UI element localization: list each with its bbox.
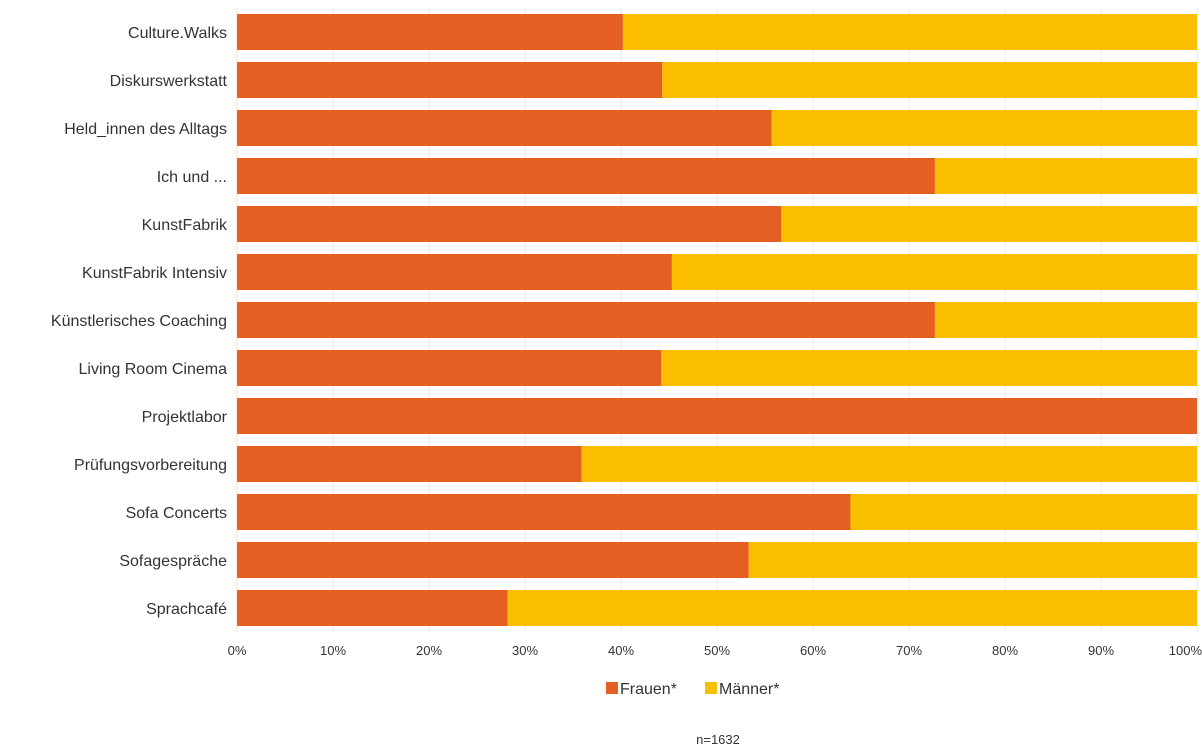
x-tick-label-3: 30% xyxy=(512,643,538,658)
bar-held-innen-des-alltags-maenner xyxy=(771,110,1197,146)
bar-culture-walks-frauen xyxy=(237,14,623,50)
x-tick-label-8: 80% xyxy=(992,643,1018,658)
bar-held-innen-des-alltags-frauen xyxy=(237,110,772,146)
category-label-held-innen-des-alltags: Held_innen des Alltags xyxy=(64,121,227,138)
x-tick-label-10: 100% xyxy=(1169,643,1202,658)
bar-diskurswerkstatt-frauen xyxy=(237,62,663,98)
category-label-projektlabor: Projektlabor xyxy=(142,409,228,426)
bar-k-nstlerisches-coaching-frauen xyxy=(237,302,935,338)
category-label-culture-walks: Culture.Walks xyxy=(128,25,227,42)
category-label-sofagespr-che: Sofagespräche xyxy=(119,553,227,570)
bar-living-room-cinema-maenner xyxy=(661,350,1197,386)
legend-label-maenner: Männer* xyxy=(719,681,779,698)
bar-kunstfabrik-intensiv-maenner xyxy=(671,254,1197,290)
bar-living-room-cinema-frauen xyxy=(237,350,662,386)
x-axis-ticks: 0% 10% 20% 30% 40% 50% 60% 70% 80% 90% 100% xyxy=(228,643,1202,658)
legend-swatch-frauen xyxy=(606,682,618,694)
x-tick-label-0: 0% xyxy=(228,643,247,658)
legend-swatch-maenner xyxy=(705,682,717,694)
category-label-kunstfabrik: KunstFabrik xyxy=(142,217,228,234)
category-label-living-room-cinema: Living Room Cinema xyxy=(78,361,227,378)
legend-label-frauen: Frauen* xyxy=(620,681,677,698)
bar-sprachcaf-frauen xyxy=(237,590,508,626)
bar-sofagespr-che-frauen xyxy=(237,542,749,578)
bar-kunstfabrik-intensiv-frauen xyxy=(237,254,672,290)
bar-ich-und-frauen xyxy=(237,158,935,194)
bar-sofa-concerts-frauen xyxy=(237,494,851,530)
bar-sofagespr-che-maenner xyxy=(748,542,1197,578)
category-label-pr-fungsvorbereitung: Prüfungsvorbereitung xyxy=(74,457,227,474)
bar-pr-fungsvorbereitung-frauen xyxy=(237,446,582,482)
bar-kunstfabrik-frauen xyxy=(237,206,782,242)
bar-ich-und-maenner xyxy=(934,158,1197,194)
x-tick-label-2: 20% xyxy=(416,643,442,658)
bar-projektlabor-frauen xyxy=(237,398,1197,434)
bar-sprachcaf-maenner xyxy=(507,590,1198,626)
bar-sofa-concerts-maenner xyxy=(850,494,1197,530)
category-label-sprachcaf: Sprachcafé xyxy=(146,601,227,618)
x-tick-label-5: 50% xyxy=(704,643,730,658)
legend: Frauen* Männer* xyxy=(606,681,779,698)
category-labels: Culture.Walks Diskurswerkstatt Held_innen … xyxy=(51,25,228,618)
category-label-sofa-concerts: Sofa Concerts xyxy=(126,505,227,522)
x-tick-label-6: 60% xyxy=(800,643,826,658)
x-tick-label-7: 70% xyxy=(896,643,922,658)
category-label-k-nstlerisches-coaching: Künstlerisches Coaching xyxy=(51,313,227,330)
category-label-ich-und: Ich und ... xyxy=(157,169,227,186)
bar-k-nstlerisches-coaching-maenner xyxy=(934,302,1197,338)
bar-kunstfabrik-maenner xyxy=(781,206,1197,242)
x-tick-label-1: 10% xyxy=(320,643,346,658)
x-tick-label-9: 90% xyxy=(1088,643,1114,658)
category-label-diskurswerkstatt: Diskurswerkstatt xyxy=(110,73,228,90)
sample-size-note: n=1632 xyxy=(696,732,740,746)
bars xyxy=(237,14,1198,626)
bar-diskurswerkstatt-maenner xyxy=(662,62,1197,98)
bar-pr-fungsvorbereitung-maenner xyxy=(581,446,1197,482)
x-tick-label-4: 40% xyxy=(608,643,634,658)
category-label-kunstfabrik-intensiv: KunstFabrik Intensiv xyxy=(82,265,227,282)
bar-culture-walks-maenner xyxy=(622,14,1197,50)
